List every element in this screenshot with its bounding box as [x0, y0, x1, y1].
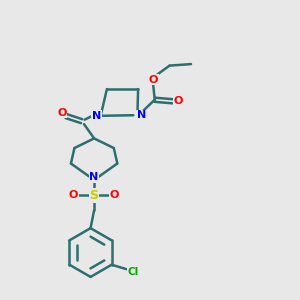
- Text: O: O: [173, 96, 183, 106]
- Text: Cl: Cl: [128, 267, 139, 277]
- Text: S: S: [90, 189, 99, 202]
- Text: O: O: [110, 190, 119, 200]
- Text: N: N: [92, 111, 101, 121]
- Text: O: O: [148, 75, 158, 85]
- Text: O: O: [57, 108, 66, 118]
- Text: O: O: [69, 190, 78, 200]
- Text: N: N: [89, 172, 99, 182]
- Text: N: N: [137, 110, 146, 120]
